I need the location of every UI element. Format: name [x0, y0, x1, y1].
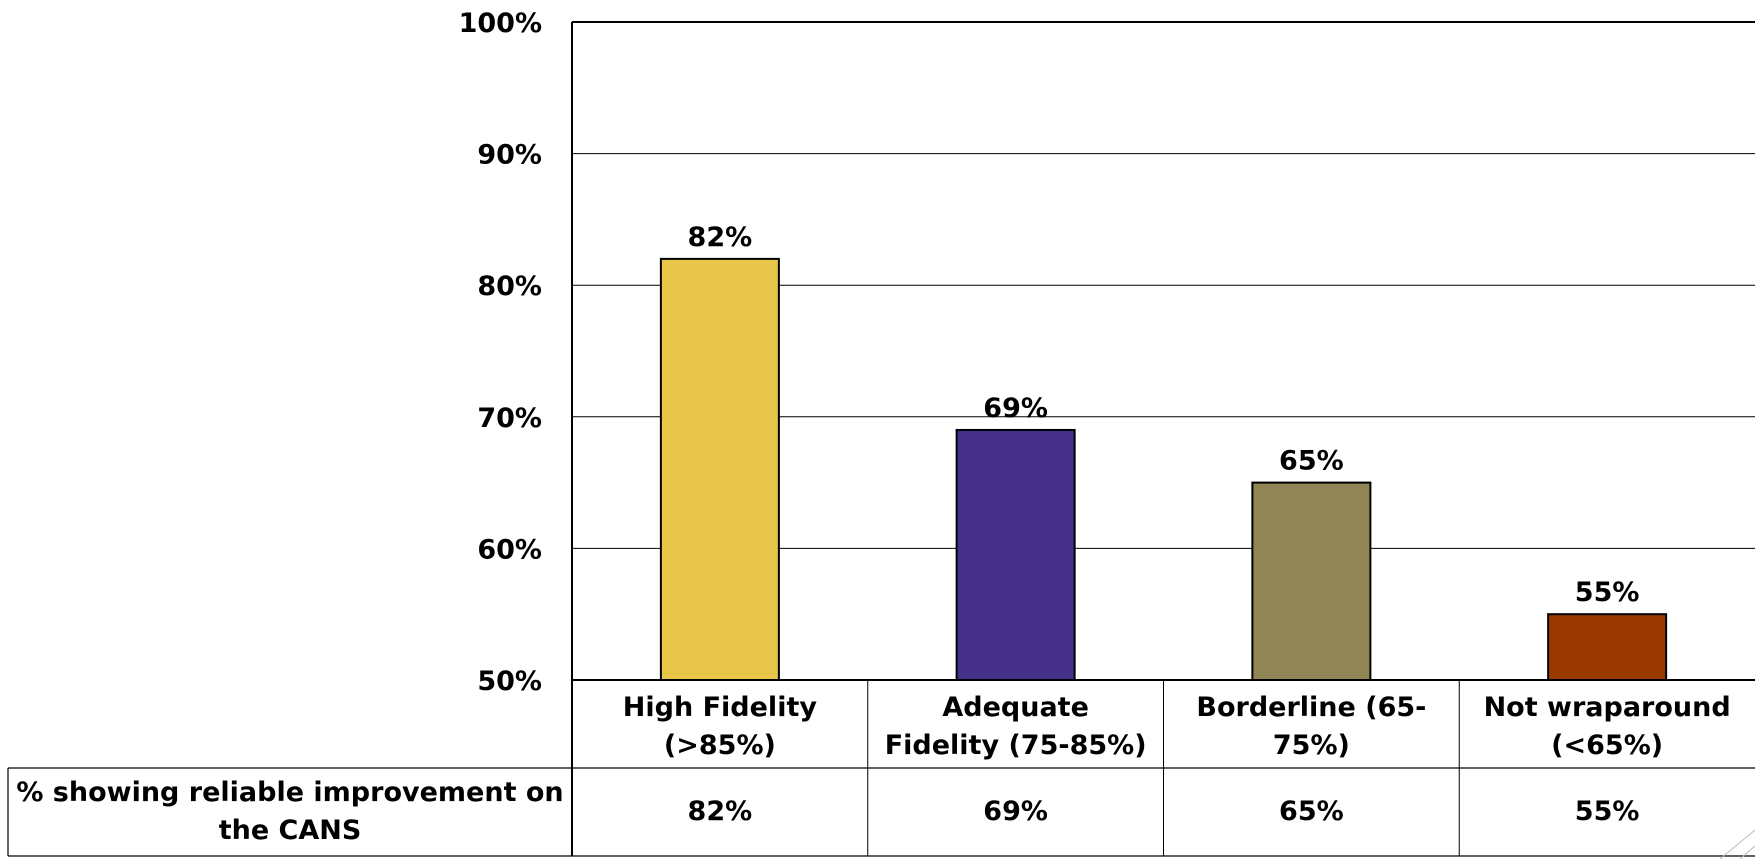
table-cell-value: 65% — [1279, 796, 1344, 827]
bars — [659, 257, 1668, 682]
table-cell-value: 82% — [688, 796, 753, 827]
category-label: Not wraparound — [1484, 692, 1731, 723]
bar — [1547, 613, 1668, 682]
category-label: Fidelity (75-85%) — [885, 730, 1147, 761]
y-tick-label: 60% — [477, 534, 542, 565]
y-tick-label: 70% — [477, 403, 542, 434]
y-tick-label: 80% — [477, 271, 542, 302]
data-label: 65% — [1279, 446, 1344, 477]
data-label: 69% — [983, 393, 1048, 424]
corner-line — [1739, 845, 1755, 859]
corner-line — [1719, 829, 1755, 859]
data-label: 55% — [1575, 577, 1640, 608]
slide-corner-decoration — [1719, 829, 1755, 859]
y-tick-label: 90% — [477, 140, 542, 171]
table-row-header: % showing reliable improvement on — [16, 777, 563, 808]
bar — [659, 257, 780, 681]
category-label: (<65%) — [1551, 730, 1663, 761]
category-label: 75%) — [1273, 730, 1350, 761]
table-cell-value: 69% — [983, 796, 1048, 827]
y-tick-label: 50% — [477, 666, 542, 697]
data-table: % showing reliable improvement on the CAN… — [7, 680, 1755, 857]
bar — [955, 428, 1076, 681]
category-label: (>85%) — [664, 730, 776, 761]
table-cell-value: 55% — [1575, 796, 1640, 827]
bar — [1251, 481, 1372, 681]
data-label: 82% — [688, 222, 753, 253]
category-label: High Fidelity — [623, 692, 818, 723]
labels: 50% 60% 70% 80% 90% 100% 82% 69% 65% 55% High Fide… — [459, 8, 1731, 761]
table-row-header: the CANS — [219, 815, 362, 846]
y-tick-label: 100% — [459, 8, 542, 39]
category-label: Adequate — [942, 692, 1089, 723]
category-label: Borderline (65- — [1196, 692, 1426, 723]
